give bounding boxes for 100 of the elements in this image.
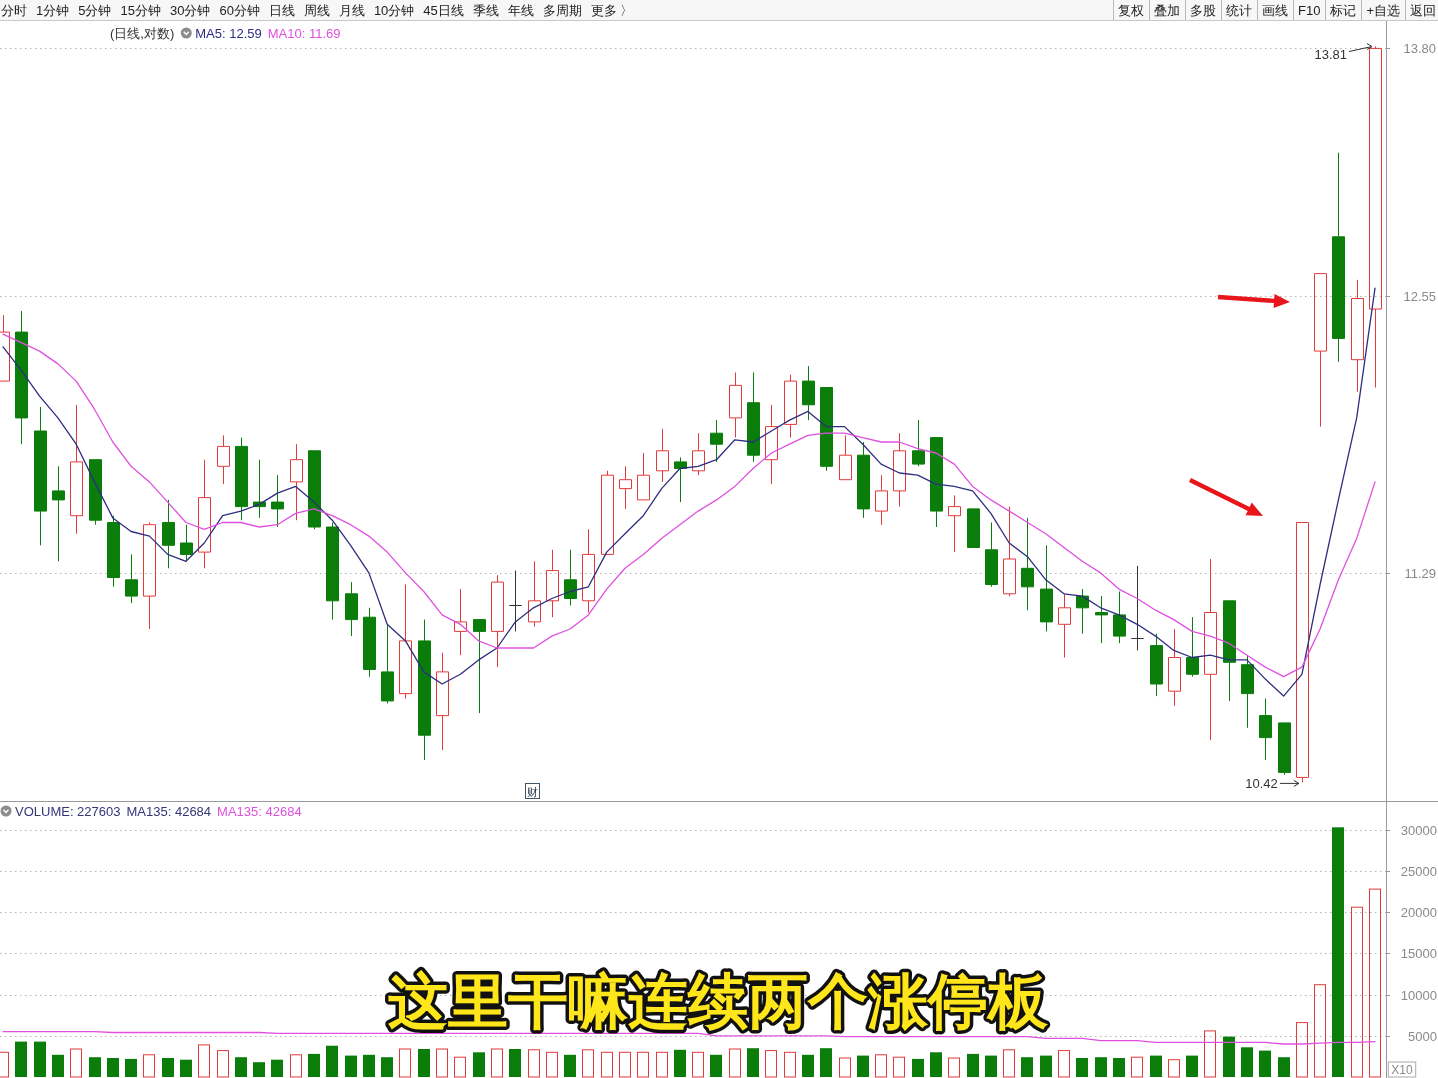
bar	[802, 1054, 814, 1077]
bar	[710, 1054, 722, 1077]
bar	[198, 1044, 210, 1078]
y-tick-label: 5000	[1408, 1029, 1437, 1044]
text: 周线	[303, 2, 330, 18]
bar	[253, 1062, 265, 1077]
bar	[1204, 1030, 1216, 1078]
chart-title: VOLUME: 227603	[15, 803, 121, 819]
text: 返回	[1410, 2, 1436, 18]
bar	[143, 1054, 155, 1078]
y-tick-label: 10000	[1400, 988, 1437, 1003]
bar	[546, 1051, 558, 1078]
text: MA5: 12.59	[195, 25, 262, 41]
text: 10分钟	[373, 2, 415, 18]
bar	[1332, 827, 1344, 1077]
bar	[1021, 1057, 1033, 1077]
y-tick-label: 30000	[1400, 823, 1437, 838]
bar	[345, 1055, 357, 1077]
text: 分时	[1, 2, 27, 18]
bar	[491, 1048, 503, 1078]
bar	[784, 1051, 796, 1078]
bar	[180, 1059, 192, 1077]
bar	[1369, 888, 1381, 1078]
annotation: 10.42	[1245, 775, 1278, 791]
bar	[473, 1052, 485, 1077]
bar	[692, 1051, 704, 1078]
line-series	[2, 333, 1376, 678]
text: 45日线	[423, 2, 464, 18]
bar	[1040, 1055, 1052, 1077]
bar	[1095, 1057, 1107, 1077]
bar	[107, 1058, 119, 1077]
bar	[1314, 984, 1326, 1078]
bar	[509, 1049, 521, 1077]
text: 画线	[1262, 2, 1288, 18]
bar	[34, 1041, 46, 1077]
bar	[1278, 1057, 1290, 1077]
bar	[912, 1058, 924, 1077]
bar	[857, 1055, 869, 1077]
bar	[436, 1048, 448, 1078]
bar	[326, 1045, 338, 1077]
bar	[290, 1054, 302, 1078]
text: 季线	[472, 2, 499, 18]
bar	[1113, 1058, 1125, 1077]
y-tick-label: 25000	[1400, 864, 1437, 879]
text: 标记	[1329, 2, 1357, 18]
bar	[1186, 1055, 1198, 1077]
y-tick-label: 15000	[1400, 946, 1437, 961]
text: 5分钟	[78, 2, 112, 18]
annotation: MA135: 42684	[126, 803, 212, 819]
text: MA135: 42684	[217, 803, 302, 819]
text: 多周期	[542, 2, 582, 18]
bar	[1223, 1036, 1235, 1077]
bar	[1351, 906, 1363, 1078]
bar	[729, 1048, 741, 1078]
bar	[747, 1048, 759, 1077]
text: +自选	[1366, 2, 1400, 18]
bar	[15, 1041, 27, 1077]
bar	[125, 1058, 137, 1077]
bar	[893, 1056, 905, 1078]
bar	[930, 1052, 942, 1077]
bar	[985, 1055, 997, 1077]
text: 统计	[1226, 2, 1252, 18]
bar	[1296, 1022, 1308, 1078]
annotation: 13.81	[1314, 46, 1348, 62]
bar	[1259, 1050, 1271, 1077]
bar	[363, 1054, 375, 1077]
y-tick-label: 11.29	[1404, 566, 1436, 581]
y-axis-title: X10	[1391, 1063, 1413, 1077]
bar	[162, 1058, 174, 1077]
bar	[70, 1048, 82, 1078]
bar	[820, 1048, 832, 1077]
bar	[418, 1049, 430, 1077]
text: 15分钟	[120, 2, 161, 18]
bar	[454, 1056, 466, 1078]
bar	[308, 1053, 320, 1077]
bar	[528, 1049, 540, 1078]
bar	[765, 1050, 777, 1078]
bar	[564, 1054, 576, 1077]
bar	[967, 1053, 979, 1077]
bar	[637, 1051, 649, 1078]
bar	[1076, 1058, 1088, 1077]
bar	[1168, 1059, 1180, 1078]
bar	[674, 1049, 686, 1077]
text: F10	[1298, 2, 1321, 18]
bar	[619, 1051, 631, 1078]
y-tick-label: 20000	[1400, 905, 1437, 920]
text: 日线	[268, 2, 295, 18]
text: 月线	[338, 2, 365, 18]
bar	[582, 1049, 594, 1078]
y-tick-label: 13.80	[1403, 41, 1436, 56]
text: 多股	[1190, 2, 1216, 18]
bar	[656, 1051, 668, 1078]
bar	[1003, 1049, 1015, 1078]
bar	[875, 1054, 887, 1078]
text: 复权	[1118, 2, 1144, 18]
bar	[381, 1057, 393, 1077]
text: 30分钟	[169, 2, 211, 18]
text: MA10: 11.69	[267, 25, 341, 41]
bar	[1241, 1047, 1253, 1077]
text: 60分钟	[219, 2, 260, 18]
